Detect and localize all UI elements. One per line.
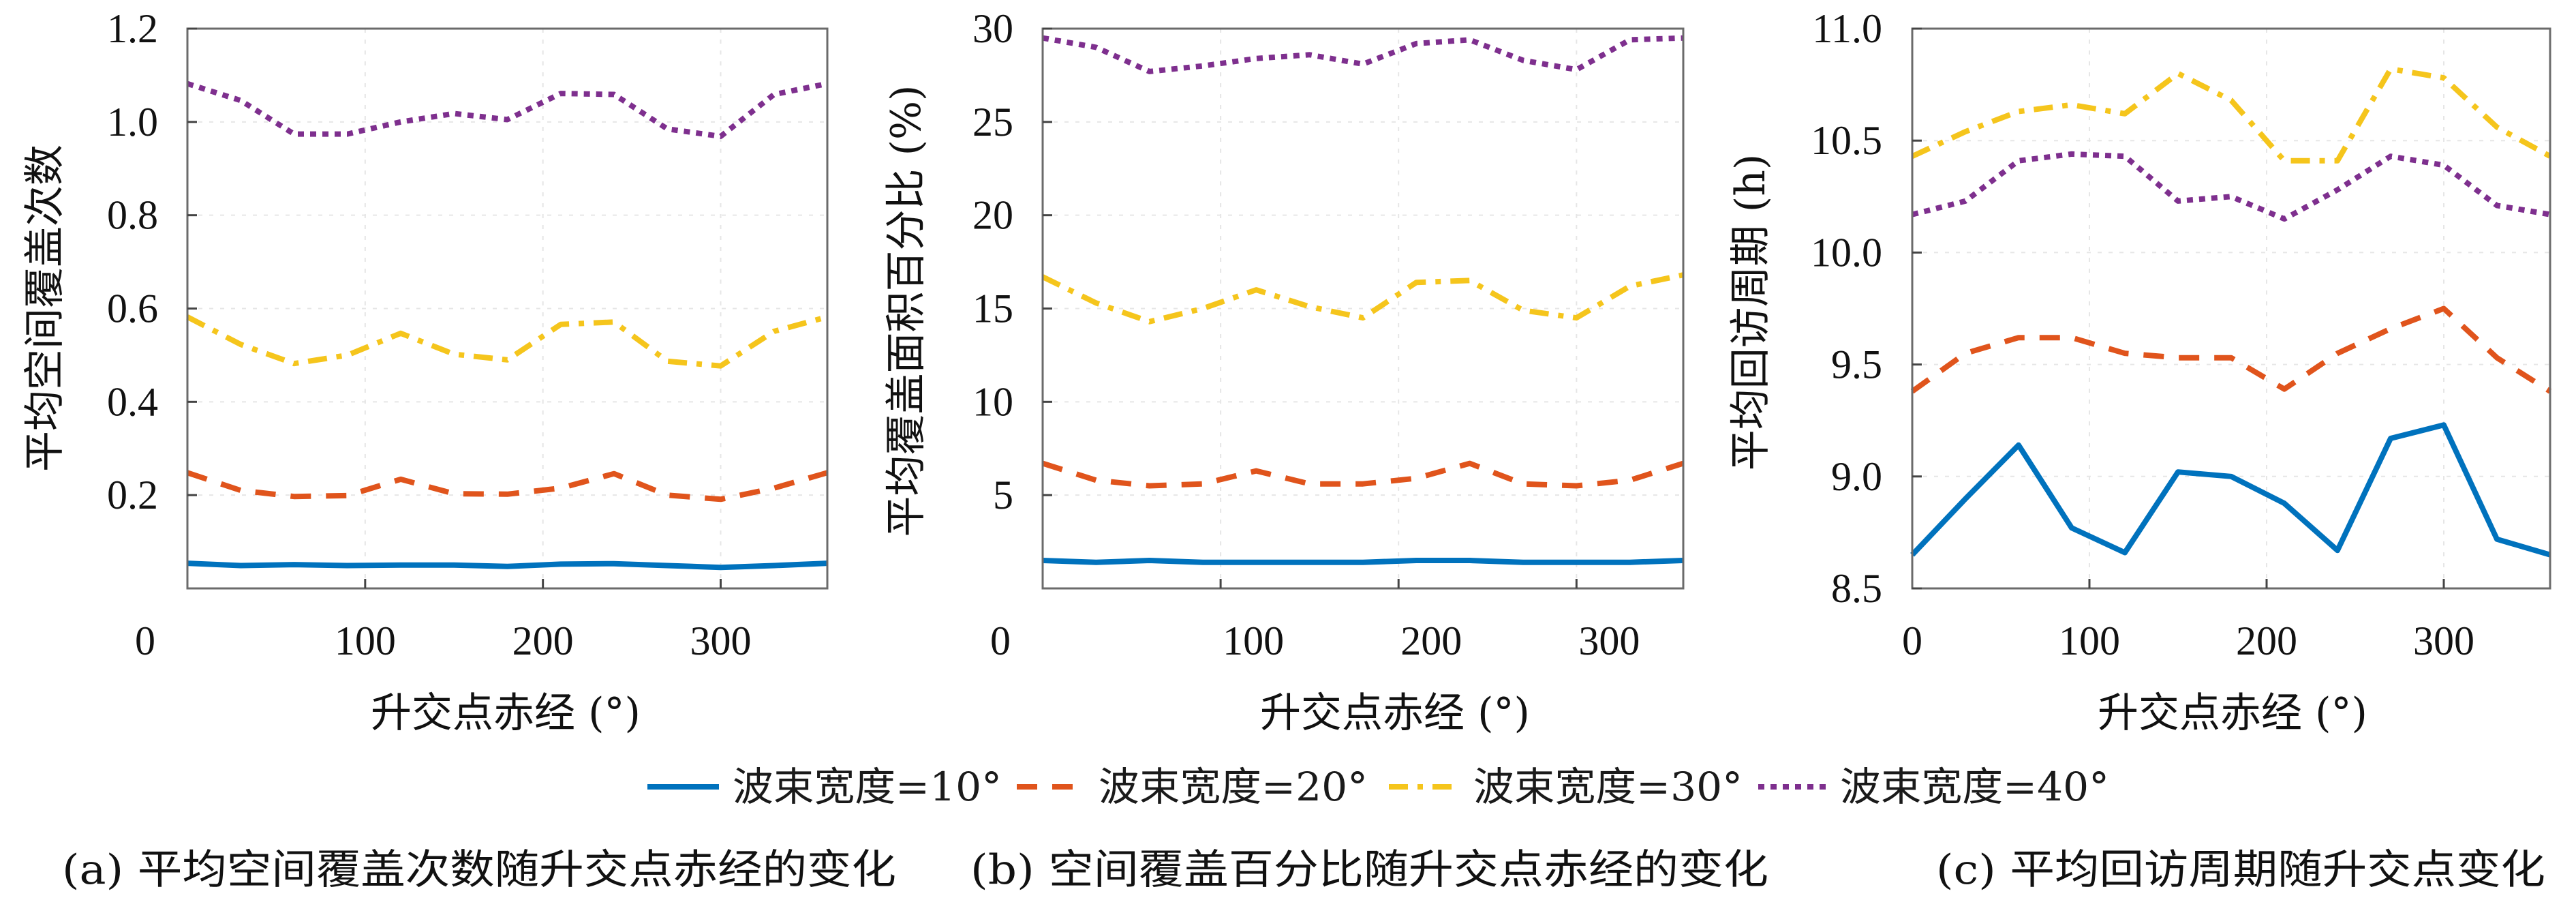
- y-tick-label: 1.0: [107, 100, 158, 145]
- y-tick-label: 15: [972, 286, 1013, 331]
- y-tick-label: 0.4: [107, 379, 158, 424]
- captions: (a) 平均空间覆盖次数随升交点赤经的变化 (b) 空间覆盖百分比随升交点赤经的…: [62, 846, 2545, 894]
- x-axis-label: 升交点赤经 (°): [1260, 689, 1530, 737]
- y-axis-label: 平均覆盖面积百分比 (%): [883, 85, 930, 537]
- caption-c: (c) 平均回访周期随升交点变化: [1936, 846, 2545, 894]
- series-line-4: [186, 80, 828, 139]
- legend-item-1: 波束宽度=10°: [647, 764, 1002, 810]
- legend-label: 波束宽度=10°: [733, 764, 1002, 810]
- y-tick-label: 10.5: [1811, 118, 1882, 163]
- legend-label: 波束宽度=40°: [1840, 764, 2109, 810]
- caption-a: (a) 平均空间覆盖次数随升交点赤经的变化: [62, 846, 896, 894]
- x-tick-label: 100: [2059, 618, 2120, 663]
- y-tick-label: 1.2: [107, 6, 158, 51]
- series-line-2: [1041, 460, 1685, 489]
- y-tick-label: 30: [972, 6, 1013, 51]
- x-tick-label: 0: [1902, 618, 1922, 663]
- series-line-4: [1042, 35, 1684, 74]
- y-tick-label: 0.2: [107, 472, 158, 518]
- y-tick-label: 9.0: [1831, 454, 1882, 499]
- panel-a: 0.2 0.4 0.6 0.8 1.0 1.2 0 100 200 300 升交点赤经 (°) 平均空…: [21, 6, 829, 737]
- x-axis-label: 升交点赤经 (°): [2098, 689, 2367, 737]
- y-tick-label: 0.8: [107, 193, 158, 238]
- legend-item-2: 波束宽度=20°: [1017, 764, 1368, 810]
- series-line-1: [1042, 558, 1684, 565]
- series-line-3: [186, 314, 829, 369]
- y-axis-label: 平均空间覆盖次数: [21, 145, 69, 472]
- axes-box: [1911, 27, 2551, 590]
- series-line-1: [187, 560, 828, 571]
- y-tick-label: 8.5: [1831, 566, 1882, 611]
- x-tick-label: 200: [2236, 618, 2297, 663]
- x-axis-label: 升交点赤经 (°): [371, 689, 641, 737]
- series-line-3: [1911, 66, 2551, 164]
- legend-item-3: 波束宽度=30°: [1389, 764, 1743, 810]
- x-tick-label: 0: [990, 618, 1011, 663]
- y-axis-label: 平均回访周期 (h): [1727, 154, 1775, 471]
- y-tick-label: 5: [993, 472, 1013, 518]
- series-line-2: [1910, 305, 2552, 394]
- y-tick-label: 9.5: [1831, 342, 1882, 387]
- y-tick-label: 25: [972, 100, 1013, 145]
- legend-item-4: 波束宽度=40°: [1758, 764, 2109, 810]
- y-tick-label: 20: [972, 193, 1013, 238]
- legend-label: 波束宽度=30°: [1473, 764, 1743, 810]
- legend: 波束宽度=10° 波束宽度=20° 波束宽度=30° 波束宽度=40°: [647, 764, 2109, 810]
- series-line-3: [1041, 272, 1684, 325]
- panel-c: 8.5 9.0 9.5 10.0 10.5 11.0 0 100 200 300 升交点赤经 (°)…: [1727, 6, 2552, 737]
- series-line-1: [1910, 422, 2551, 558]
- series-line-2: [186, 470, 829, 502]
- x-tick-label: 0: [135, 618, 155, 663]
- y-tick-label: 10: [972, 379, 1013, 424]
- x-tick-label: 300: [1578, 618, 1640, 663]
- y-tick-label: 11.0: [1812, 6, 1882, 51]
- legend-label: 波束宽度=20°: [1099, 764, 1368, 810]
- x-tick-label: 300: [2413, 618, 2474, 663]
- x-tick-label: 200: [512, 618, 574, 663]
- x-tick-label: 300: [690, 618, 752, 663]
- x-tick-label: 100: [1223, 618, 1284, 663]
- x-tick-label: 200: [1400, 618, 1462, 663]
- caption-b: (b) 空间覆盖百分比随升交点赤经的变化: [970, 846, 1768, 894]
- x-tick-label: 100: [335, 618, 396, 663]
- y-tick-label: 0.6: [107, 286, 158, 331]
- y-tick-label: 10.0: [1811, 230, 1882, 275]
